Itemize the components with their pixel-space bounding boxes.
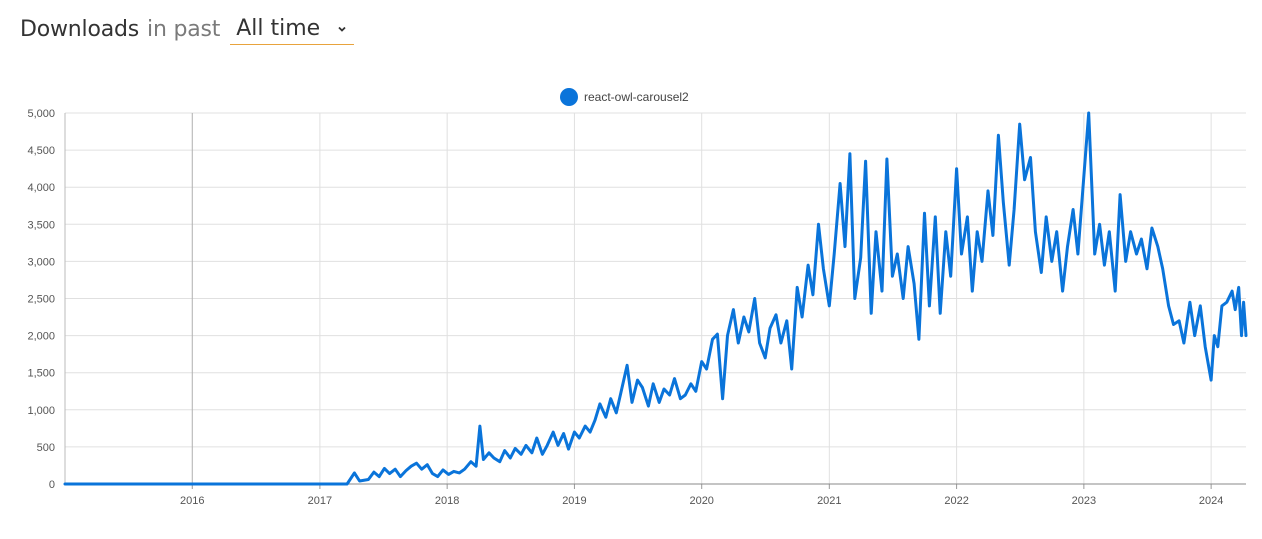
period-select[interactable]: All time xyxy=(230,13,355,45)
x-tick-label: 2018 xyxy=(435,495,459,507)
downloads-subtitle: in past xyxy=(147,16,221,42)
x-tick-label: 2020 xyxy=(689,495,713,507)
y-tick-label: 2,000 xyxy=(27,331,55,343)
y-tick-label: 4,000 xyxy=(27,182,55,194)
x-tick-label: 2017 xyxy=(308,495,332,507)
x-tick-label: 2019 xyxy=(562,495,586,507)
y-tick-labels: 0 500 1,000 1,500 2,000 2,500 3,000 3,500 4,000 4… xyxy=(27,108,55,491)
y-tick-label: 1,000 xyxy=(27,405,55,417)
downloads-header: Downloads in past All time xyxy=(20,12,355,46)
y-tick-label: 0 xyxy=(49,479,55,491)
x-tick-label: 2022 xyxy=(944,495,968,507)
x-tick-label: 2016 xyxy=(180,495,204,507)
x-tick-labels: 2016 2017 2018 2019 2020 2021 2022 2023 2024 xyxy=(180,495,1223,507)
chart-axes xyxy=(64,113,1246,489)
chart-legend[interactable]: react-owl-carousel2 xyxy=(560,88,689,106)
y-tick-label: 3,500 xyxy=(27,219,55,231)
x-tick-label: 2024 xyxy=(1199,495,1223,507)
y-tick-label: 2,500 xyxy=(27,294,55,306)
chart-grid xyxy=(65,112,1246,484)
legend-marker xyxy=(560,88,578,106)
y-tick-label: 500 xyxy=(37,442,55,454)
y-tick-label: 5,000 xyxy=(27,108,55,120)
y-tick-label: 1,500 xyxy=(27,368,55,380)
x-tick-label: 2021 xyxy=(817,495,841,507)
series-line xyxy=(63,111,1248,486)
y-tick-label: 3,000 xyxy=(27,256,55,268)
y-tick-label: 4,500 xyxy=(27,145,55,157)
chart-series xyxy=(63,111,1248,486)
x-tick-label: 2023 xyxy=(1072,495,1096,507)
chevron-down-icon xyxy=(338,26,346,32)
legend-label: react-owl-carousel2 xyxy=(584,90,689,104)
downloads-title: Downloads xyxy=(20,16,140,42)
period-select-value: All time xyxy=(236,16,321,41)
